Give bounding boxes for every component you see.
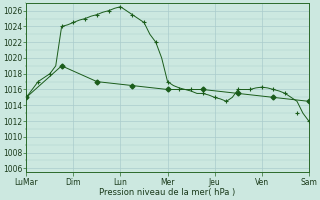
X-axis label: Pression niveau de la mer( hPa ): Pression niveau de la mer( hPa ) [100,188,236,197]
